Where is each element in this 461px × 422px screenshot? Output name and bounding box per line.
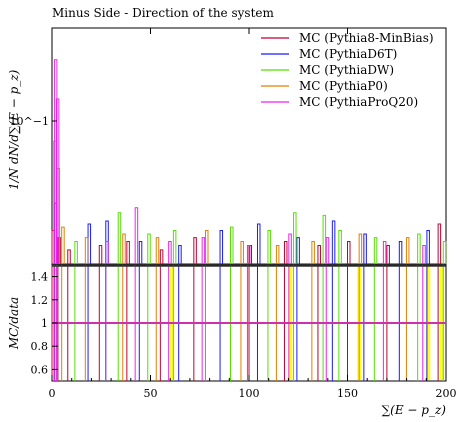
x-tick-label-3: 150	[337, 387, 358, 400]
y-axis-label-main: 1/N dN/d∑(E − p_z)	[7, 69, 21, 190]
main-spike-2-1	[74, 240, 78, 264]
main-spike-1-6	[256, 223, 261, 264]
main-spike-0-3	[98, 245, 103, 264]
ratio-y-axis-ticks: 0.6 0.8 1 1.2 1.4	[31, 271, 58, 376]
main-spike-0-10	[347, 240, 351, 264]
x-axis-label: ∑(E − p_z)	[382, 403, 447, 417]
main-spike-2-5	[230, 226, 234, 264]
main-spike-4-5	[201, 237, 206, 264]
chart-title: Minus Side - Direction of the system	[52, 6, 274, 20]
ratio-y-tick-label-4: 1.4	[31, 271, 49, 284]
legend-label-0: MC (Pythia8-MinBias)	[299, 31, 434, 45]
main-spike-0-5	[159, 249, 164, 264]
main-spike-1-11	[426, 229, 430, 264]
main-spike-4-9	[382, 240, 387, 264]
main-spike-4-10	[422, 245, 426, 264]
main-spike-3-3	[122, 233, 126, 264]
main-spike-0-9	[317, 245, 321, 264]
main-spike-1-10	[398, 240, 403, 264]
x-tick-label-0: 0	[49, 387, 56, 400]
legend-label-3: MC (PythiaP0)	[299, 79, 388, 93]
main-spike-4-6	[246, 245, 251, 264]
main-spike-0-2	[67, 249, 71, 264]
main-spike-1-1	[87, 223, 92, 264]
ratio-y-tick-label-2: 1	[41, 317, 48, 330]
legend-label-2: MC (PythiaDW)	[299, 63, 394, 77]
main-spike-4-3	[134, 207, 139, 264]
main-spike-3-8	[311, 240, 315, 264]
main-spike-2-8	[322, 214, 327, 264]
main-spike-2-9	[338, 229, 342, 264]
x-axis-ticks: 0 50 100 150 200	[49, 28, 457, 400]
main-spike-1-3	[138, 240, 143, 264]
main-spike-2-12	[442, 240, 447, 264]
x-tick-label-1: 50	[144, 387, 158, 400]
main-spike-2-3	[147, 233, 151, 264]
main-spike-1-7	[296, 237, 300, 264]
main-spike-3-7	[275, 245, 280, 264]
main-spike-1-8	[331, 220, 336, 264]
main-spike-1-5	[219, 229, 224, 264]
main-spike-2-11	[417, 233, 421, 264]
main-spike-4-4	[168, 240, 172, 264]
main-spike-0-6	[193, 237, 197, 264]
main-spike-0-12	[437, 223, 442, 264]
main-spike-3-2	[84, 237, 89, 264]
main-spike-4-2	[105, 240, 109, 264]
main-y-tick-label: 10^−1	[10, 115, 49, 128]
main-spike-0-11	[386, 245, 390, 264]
x-tick-label-2: 100	[239, 387, 260, 400]
legend-label-1: MC (PythiaD6T)	[299, 47, 397, 61]
main-spike-3-9	[358, 233, 363, 264]
main-spike-3-10	[405, 237, 410, 264]
main-spike-1-4	[178, 245, 182, 264]
main-spike-3-1	[61, 226, 65, 264]
main-spike-0-8	[283, 240, 288, 264]
main-spike-2-2	[117, 212, 122, 264]
x-tick-label-4: 200	[436, 387, 457, 400]
main-spike-2-7	[293, 212, 297, 264]
main-spike-4-1	[55, 98, 60, 264]
main-spike-1-9	[363, 233, 367, 264]
main-plot-series	[51, 59, 447, 265]
main-spike-4-8	[325, 237, 330, 264]
ratio-y-tick-label-1: 0.8	[31, 340, 49, 353]
main-spike-3-5	[204, 229, 209, 264]
main-spike-3-6	[240, 240, 244, 264]
legend: MC (Pythia8-MinBias) MC (PythiaD6T) MC (Py…	[261, 31, 434, 109]
main-spike-4-7	[288, 233, 292, 264]
legend-label-4: MC (PythiaProQ20)	[299, 95, 418, 109]
main-spike-0-4	[126, 240, 130, 264]
ratio-y-tick-label-0: 0.6	[31, 363, 49, 376]
main-spike-3-4	[155, 237, 160, 264]
main-spike-2-10	[373, 237, 378, 264]
ratio-plot-series	[51, 265, 446, 381]
ratio-y-tick-label-3: 1.2	[31, 294, 49, 307]
main-spike-2-6	[267, 229, 271, 264]
main-spike-4-0	[53, 59, 58, 264]
main-spike-2-4	[172, 229, 177, 264]
y-axis-label-ratio: MC/data	[7, 297, 21, 350]
